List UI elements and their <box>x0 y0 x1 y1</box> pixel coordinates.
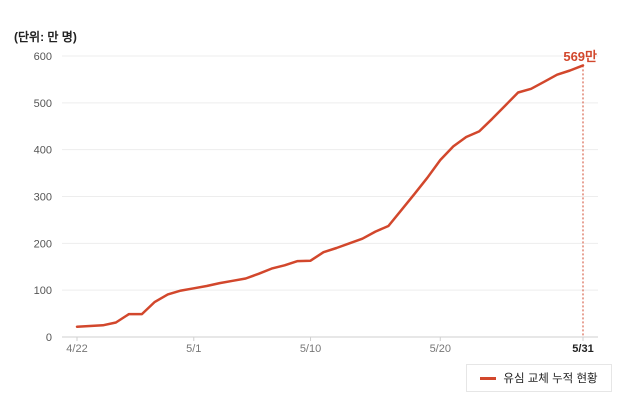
y-tick-label: 400 <box>34 145 52 157</box>
legend: 유심 교체 누적 현황 <box>466 364 612 392</box>
y-tick-label: 0 <box>46 332 52 344</box>
y-tick-label: 500 <box>34 98 52 110</box>
x-tick-label: 5/1 <box>186 343 201 355</box>
legend-label: 유심 교체 누적 현황 <box>503 373 598 385</box>
legend-swatch <box>480 376 497 380</box>
y-tick-label: 600 <box>34 51 52 63</box>
series-line <box>75 64 585 328</box>
y-tick-label: 300 <box>34 192 52 204</box>
x-tick-label: 5/31 <box>572 343 593 355</box>
end-value-label: 569만 <box>563 49 597 64</box>
y-tick-label: 200 <box>34 238 52 250</box>
x-tick-label: 4/22 <box>66 343 87 355</box>
x-tick-label: 5/20 <box>430 343 451 355</box>
x-tick-label: 5/10 <box>300 343 321 355</box>
unit-label: (단위: 만 명) <box>14 30 77 44</box>
y-tick-label: 100 <box>34 285 52 297</box>
